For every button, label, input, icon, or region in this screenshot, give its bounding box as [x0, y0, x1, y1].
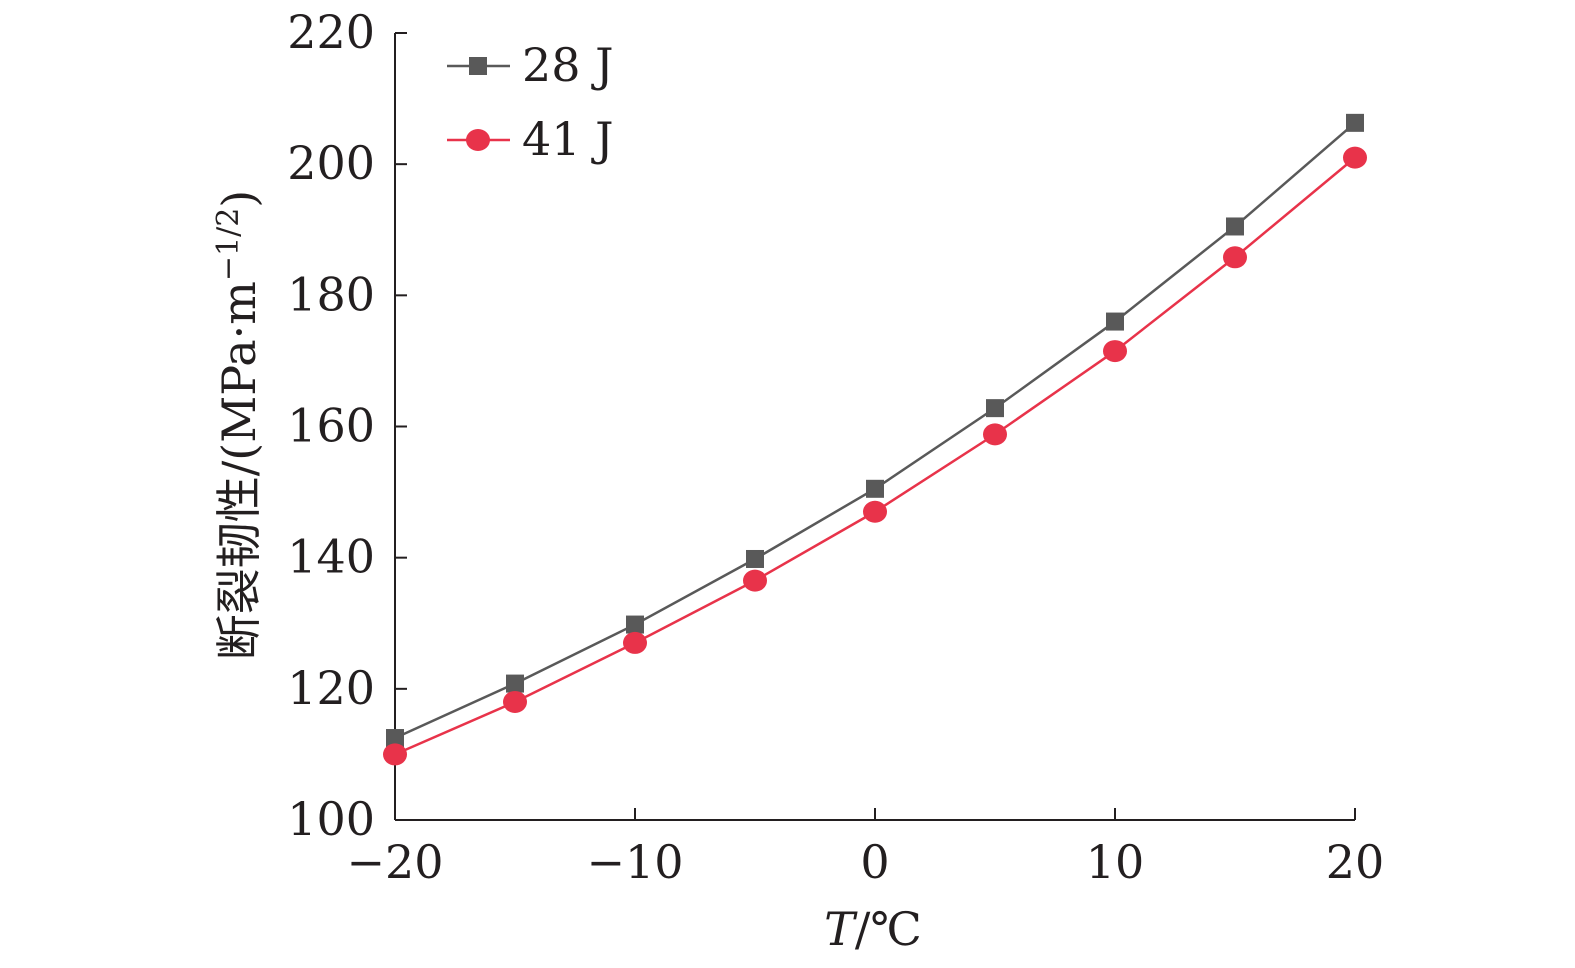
data-point-0: [866, 479, 884, 498]
x-tick-label: −10: [586, 835, 683, 889]
y-tick-label: 220: [287, 5, 375, 59]
x-ticks: −20 −10 0 10 20: [346, 808, 1384, 889]
data-point-0: [386, 729, 404, 748]
data-point-1: [983, 423, 1007, 446]
data-point-1: [743, 569, 767, 592]
data-point-0: [1346, 113, 1364, 132]
data-point-0: [1106, 312, 1124, 331]
y-tick-label: 100: [287, 792, 375, 846]
data-point-1: [383, 743, 407, 766]
x-tick-label: −20: [346, 835, 443, 889]
data-point-1: [863, 500, 887, 523]
series-line-0: [394, 121, 1356, 740]
y-tick-label: 140: [287, 530, 375, 584]
series-line-1: [394, 156, 1356, 756]
legend: 28 J 41 J: [447, 38, 614, 166]
data-point-0: [1226, 217, 1244, 236]
series-layer: [383, 113, 1367, 766]
data-point-1: [503, 690, 527, 713]
data-point-0: [506, 674, 524, 693]
y-tick-label: 120: [287, 661, 375, 715]
data-point-1: [623, 631, 647, 654]
x-axis-title: T/℃: [824, 902, 922, 956]
data-point-0: [986, 399, 1004, 418]
data-point-0: [746, 549, 764, 568]
legend-label-1: 41 J: [522, 112, 614, 166]
legend-marker-1: [466, 129, 490, 151]
data-point-1: [1343, 146, 1367, 169]
legend-label-0: 28 J: [522, 38, 614, 92]
x-tick-label: 10: [1086, 835, 1145, 889]
data-point-0: [626, 615, 644, 634]
y-tick-label: 160: [287, 399, 375, 453]
y-axis-title: 断裂韧性/(MPa·m−1/2): [211, 190, 267, 660]
y-tick-label: 200: [287, 136, 375, 190]
x-tick-label: 20: [1326, 835, 1385, 889]
y-ticks: 100 120 140 160 180 200 220: [287, 5, 407, 846]
legend-marker-0: [469, 57, 487, 75]
y-tick-label: 180: [287, 267, 375, 321]
data-point-1: [1223, 246, 1247, 269]
x-tick-label: 0: [860, 835, 889, 889]
data-point-1: [1103, 340, 1127, 363]
